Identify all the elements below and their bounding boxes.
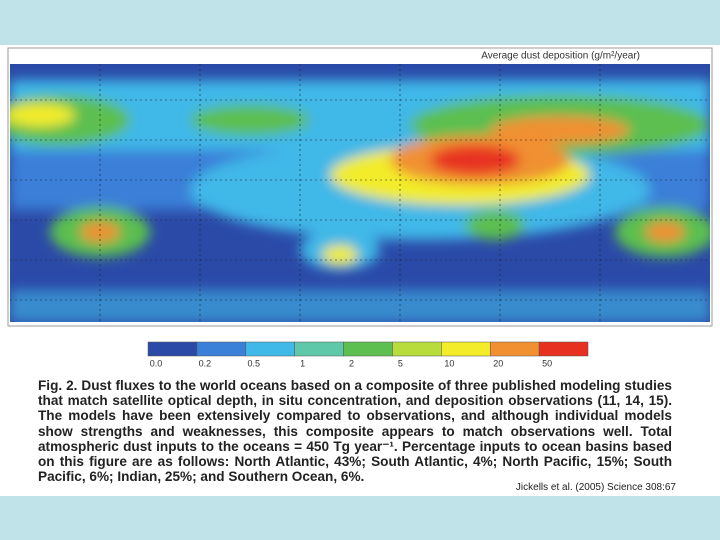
caption-text: Dust fluxes to the world oceans based on… — [38, 378, 672, 485]
colorbar-swatch — [196, 341, 247, 357]
map-title: Average dust deposition (g/m²/year) — [481, 51, 640, 62]
colorbar-swatch — [343, 341, 393, 357]
caption: Fig. 2. Dust fluxes to the world oceans … — [38, 378, 672, 484]
colorbar-swatch — [489, 341, 540, 357]
colorbar-swatch — [392, 341, 442, 357]
colorbar-label: 10 — [444, 358, 454, 368]
colorbar-swatch — [441, 341, 491, 357]
caption-label: Fig. 2. — [38, 378, 78, 393]
colorbar-swatch — [294, 341, 344, 357]
top-band — [0, 0, 720, 45]
bottom-band — [0, 496, 720, 540]
colorbar-label: 0.0 — [150, 358, 163, 368]
colorbar-label: 0.2 — [199, 358, 212, 368]
colorbar-label: 5 — [398, 358, 403, 368]
colorbar-swatch — [538, 341, 589, 357]
map — [10, 64, 710, 322]
colorbar-swatch — [245, 341, 295, 357]
colorbar-label: 0.5 — [248, 358, 261, 368]
colorbar: 0.0 0.2 0.5 1 2 5 10 20 50 — [147, 341, 589, 368]
colorbar-label: 1 — [300, 358, 305, 368]
colorbar-label: 50 — [542, 358, 552, 368]
colorbar-label: 20 — [493, 358, 503, 368]
colorbar-label: 2 — [349, 358, 354, 368]
figure: Average dust deposition (g/m²/year) — [7, 47, 713, 368]
credit: Jickells et al. (2005) Science 308:67 — [509, 482, 676, 493]
colorbar-swatch — [147, 341, 198, 357]
